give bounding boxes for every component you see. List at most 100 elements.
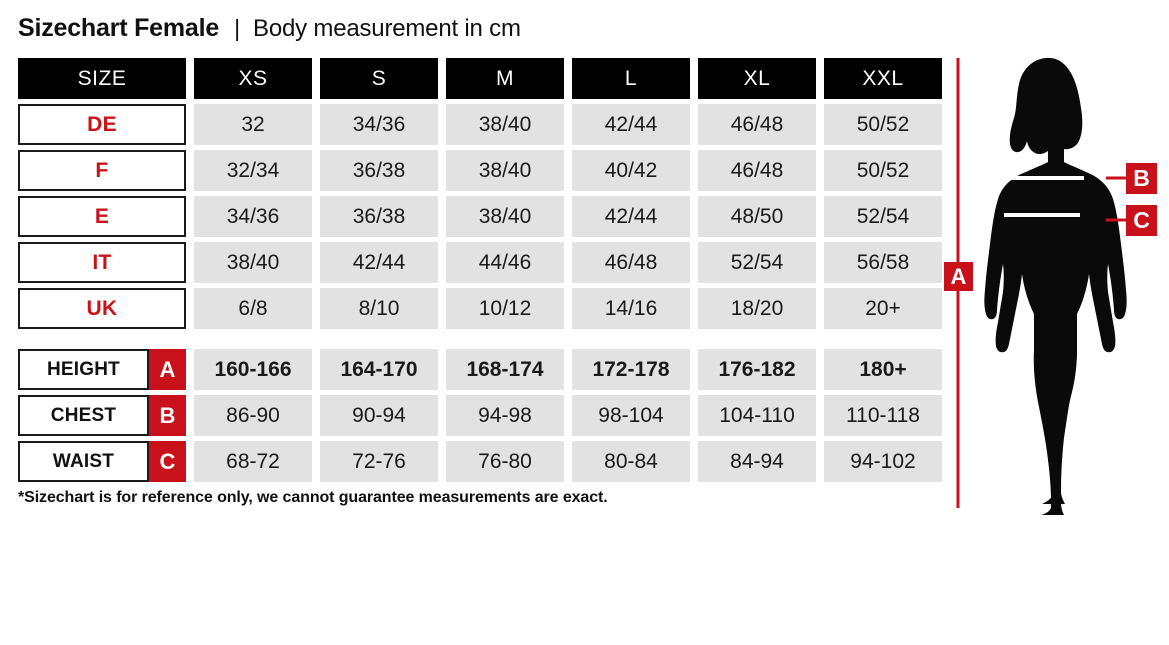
cell-de-l: 42/44 xyxy=(572,104,690,145)
table-row: UK 6/8 8/10 10/12 14/16 18/20 20+ xyxy=(18,288,942,329)
header-size-label: SIZE xyxy=(18,58,186,99)
cell-height-xs: 160-166 xyxy=(194,349,312,390)
cell-uk-xxl: 20+ xyxy=(824,288,942,329)
row-values: 86-90 90-94 94-98 98-104 104-110 110-118 xyxy=(186,395,942,436)
female-silhouette-icon: A B C xyxy=(944,57,1157,515)
cell-height-xxl: 180+ xyxy=(824,349,942,390)
cell-uk-l: 14/16 xyxy=(572,288,690,329)
figure-badge-b-label: B xyxy=(1133,165,1150,191)
cell-it-s: 42/44 xyxy=(320,242,438,283)
marker-badge-a: A xyxy=(149,349,186,390)
cell-uk-xl: 18/20 xyxy=(698,288,816,329)
header-cell-s: S xyxy=(320,58,438,99)
row-label-text: WAIST xyxy=(52,450,115,472)
row-label-text: IT xyxy=(92,250,112,274)
row-label-text: CHEST xyxy=(50,404,117,426)
figure-badge-b-box xyxy=(1126,163,1157,194)
row-label-box: IT xyxy=(18,242,186,283)
table-row: E 34/36 36/38 38/40 42/44 48/50 52/54 xyxy=(18,196,942,237)
figure-badge-a-box xyxy=(944,262,973,291)
table-header-row: SIZE XS S M L XL XXL xyxy=(18,58,942,99)
cell-chest-l: 98-104 xyxy=(572,395,690,436)
cell-chest-s: 90-94 xyxy=(320,395,438,436)
cell-it-xl: 52/54 xyxy=(698,242,816,283)
cell-chest-xxl: 110-118 xyxy=(824,395,942,436)
cell-it-xs: 38/40 xyxy=(194,242,312,283)
row-label-box: WAIST xyxy=(18,441,149,482)
footnote-text: *Sizechart is for reference only, we can… xyxy=(18,489,608,506)
cell-waist-s: 72-76 xyxy=(320,441,438,482)
header-cell-l: L xyxy=(572,58,690,99)
header-cell-xl: XL xyxy=(698,58,816,99)
row-label-f: F xyxy=(18,150,186,191)
cell-waist-xl: 84-94 xyxy=(698,441,816,482)
cell-f-m: 38/40 xyxy=(446,150,564,191)
row-label-text: HEIGHT xyxy=(47,358,120,380)
marker-badge-b: B xyxy=(149,395,186,436)
row-label-uk: UK xyxy=(18,288,186,329)
row-label-text: E xyxy=(94,204,110,228)
cell-chest-xs: 86-90 xyxy=(194,395,312,436)
cell-uk-xs: 6/8 xyxy=(194,288,312,329)
row-label-text: F xyxy=(95,158,109,182)
row-values: 160-166 164-170 168-174 172-178 176-182 … xyxy=(186,349,942,390)
cell-height-xl: 176-182 xyxy=(698,349,816,390)
row-label-it: IT xyxy=(18,242,186,283)
cell-height-m: 168-174 xyxy=(446,349,564,390)
table-row: IT 38/40 42/44 44/46 46/48 52/54 56/58 xyxy=(18,242,942,283)
cell-de-m: 38/40 xyxy=(446,104,564,145)
sizechart-table: SIZE XS S M L XL XXL DE 32 34/36 38/40 4… xyxy=(18,58,942,482)
table-row: CHEST B 86-90 90-94 94-98 98-104 104-110… xyxy=(18,395,942,436)
row-values: 32 34/36 38/40 42/44 46/48 50/52 xyxy=(186,104,942,145)
cell-f-l: 40/42 xyxy=(572,150,690,191)
cell-de-xl: 46/48 xyxy=(698,104,816,145)
row-label-box: CHEST xyxy=(18,395,149,436)
header-cell-xs: XS xyxy=(194,58,312,99)
cell-it-xxl: 56/58 xyxy=(824,242,942,283)
row-label-text: DE xyxy=(87,112,117,136)
row-values: 32/34 36/38 38/40 40/42 46/48 50/52 xyxy=(186,150,942,191)
cell-height-l: 172-178 xyxy=(572,349,690,390)
row-values: 38/40 42/44 44/46 46/48 52/54 56/58 xyxy=(186,242,942,283)
silhouette-body xyxy=(984,57,1127,515)
cell-e-l: 42/44 xyxy=(572,196,690,237)
cell-chest-xl: 104-110 xyxy=(698,395,816,436)
row-values: 68-72 72-76 76-80 80-84 84-94 94-102 xyxy=(186,441,942,482)
body-figure-panel: A B C xyxy=(940,50,1169,520)
row-values: 6/8 8/10 10/12 14/16 18/20 20+ xyxy=(186,288,942,329)
header-cell-xxl: XXL xyxy=(824,58,942,99)
row-label-height: HEIGHT A xyxy=(18,349,186,390)
cell-f-s: 36/38 xyxy=(320,150,438,191)
figure-badge-c-box xyxy=(1126,205,1157,236)
cell-de-xs: 32 xyxy=(194,104,312,145)
row-label-e: E xyxy=(18,196,186,237)
row-label-box: F xyxy=(18,150,186,191)
cell-waist-xs: 68-72 xyxy=(194,441,312,482)
cell-uk-m: 10/12 xyxy=(446,288,564,329)
row-label-waist: WAIST C xyxy=(18,441,186,482)
figure-badge-a-label: A xyxy=(951,264,967,289)
cell-waist-m: 76-80 xyxy=(446,441,564,482)
cell-e-s: 36/38 xyxy=(320,196,438,237)
cell-e-xs: 34/36 xyxy=(194,196,312,237)
header-cell-m: M xyxy=(446,58,564,99)
cell-f-xxl: 50/52 xyxy=(824,150,942,191)
cell-e-xxl: 52/54 xyxy=(824,196,942,237)
cell-it-l: 46/48 xyxy=(572,242,690,283)
row-label-box: HEIGHT xyxy=(18,349,149,390)
header-size-columns: XS S M L XL XXL xyxy=(186,58,942,99)
cell-waist-l: 80-84 xyxy=(572,441,690,482)
page-title: Sizechart Female | Body measurement in c… xyxy=(18,14,521,43)
cell-f-xs: 32/34 xyxy=(194,150,312,191)
row-label-text: UK xyxy=(86,296,118,320)
title-subtitle: Body measurement in cm xyxy=(253,15,521,42)
cell-e-m: 38/40 xyxy=(446,196,564,237)
marker-badge-c: C xyxy=(149,441,186,482)
table-row: WAIST C 68-72 72-76 76-80 80-84 84-94 94… xyxy=(18,441,942,482)
figure-badge-c-label: C xyxy=(1133,207,1150,233)
cell-de-xxl: 50/52 xyxy=(824,104,942,145)
row-label-box: DE xyxy=(18,104,186,145)
row-label-de: DE xyxy=(18,104,186,145)
cell-chest-m: 94-98 xyxy=(446,395,564,436)
